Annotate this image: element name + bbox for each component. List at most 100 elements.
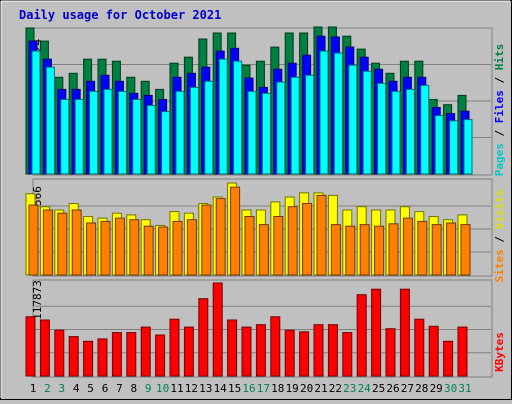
kbytes-bar bbox=[414, 318, 425, 377]
legend-separator: / bbox=[493, 123, 506, 143]
sites-bar bbox=[359, 224, 370, 276]
sites-bar bbox=[158, 226, 169, 276]
legend-visits-panel: Sites / Visits bbox=[493, 190, 506, 283]
x-axis-tick-label: 19 bbox=[286, 382, 299, 395]
pages-bar bbox=[333, 52, 343, 175]
svg-text:KBytes: KBytes bbox=[493, 332, 506, 372]
sites-bar bbox=[100, 220, 111, 276]
svg-text:Pages / Files / Hits: Pages / Files / Hits bbox=[493, 44, 506, 177]
x-axis-tick-label: 24 bbox=[358, 382, 372, 395]
kbytes-bar bbox=[68, 336, 79, 377]
x-axis-tick-label: 4 bbox=[73, 382, 80, 395]
legend-hits-panel: Pages / Files / Hits bbox=[493, 44, 506, 177]
x-axis-tick-label: 6 bbox=[102, 382, 109, 395]
svg-text:Sites / Visits: Sites / Visits bbox=[493, 190, 506, 283]
kbytes-bar bbox=[169, 318, 180, 377]
x-axis-tick-label: 16 bbox=[242, 382, 255, 395]
sites-bar bbox=[460, 224, 471, 276]
kbytes-bar bbox=[227, 319, 238, 377]
pages-bar bbox=[420, 84, 430, 175]
pages-bar bbox=[362, 70, 372, 175]
kbytes-bar bbox=[212, 282, 223, 377]
legend-sites: Sites bbox=[493, 249, 506, 282]
pages-bar bbox=[305, 74, 315, 175]
pages-bar bbox=[60, 99, 70, 175]
x-axis-tick-label: 18 bbox=[271, 382, 284, 395]
sites-bar bbox=[244, 216, 255, 276]
pages-bar bbox=[405, 88, 415, 175]
x-axis-tick-label: 26 bbox=[386, 382, 399, 395]
x-axis-tick-label: 12 bbox=[185, 382, 198, 395]
kbytes-bar bbox=[299, 331, 310, 377]
x-axis-tick-label: 22 bbox=[329, 382, 342, 395]
x-axis-tick-label: 31 bbox=[458, 382, 471, 395]
pages-bar bbox=[89, 90, 99, 175]
kbytes-bar bbox=[270, 316, 281, 377]
kbytes-bar bbox=[126, 332, 137, 377]
legend-separator: / bbox=[493, 70, 506, 90]
sites-bar bbox=[186, 219, 197, 276]
pages-bar bbox=[434, 115, 444, 175]
x-axis-tick-label: 15 bbox=[228, 382, 241, 395]
pages-bar bbox=[31, 50, 41, 175]
sites-bar bbox=[431, 224, 442, 276]
kbytes-bar bbox=[443, 340, 454, 377]
sites-bar bbox=[345, 225, 356, 276]
x-axis-tick-label: 17 bbox=[257, 382, 270, 395]
chart-marks bbox=[25, 26, 491, 377]
pages-bar bbox=[132, 99, 142, 175]
pages-bar bbox=[276, 81, 286, 175]
sites-bar bbox=[446, 222, 457, 276]
legend-files: Files bbox=[493, 90, 506, 123]
kbytes-bar bbox=[241, 326, 252, 377]
kbytes-bar bbox=[140, 326, 151, 377]
kbytes-bar bbox=[342, 332, 353, 377]
x-axis-tick-label: 2 bbox=[44, 382, 51, 395]
kbytes-bar bbox=[428, 325, 439, 377]
legend-visits: Visits bbox=[493, 190, 506, 230]
x-axis-tick-label: 10 bbox=[156, 382, 169, 395]
kbytes-bar bbox=[356, 294, 367, 377]
sites-bar bbox=[201, 204, 212, 276]
legend-hits: Hits bbox=[493, 44, 506, 71]
sites-bar bbox=[86, 222, 97, 276]
x-axis-labels: 1 2 3 4 5 6 7 8 9 10 11 12 13 14 15 16 17 18 19 20 21 22 23 24 2… bbox=[30, 382, 472, 395]
kbytes-bar bbox=[371, 288, 382, 377]
sites-bar bbox=[402, 217, 413, 276]
x-axis-tick-label: 20 bbox=[300, 382, 313, 395]
x-axis-tick-label: 21 bbox=[314, 382, 327, 395]
sites-bar bbox=[302, 203, 313, 276]
sites-bar bbox=[71, 209, 82, 276]
x-axis-tick-label: 14 bbox=[214, 382, 228, 395]
x-axis-tick-label: 29 bbox=[430, 382, 443, 395]
pages-bar bbox=[161, 111, 171, 175]
sites-bar bbox=[316, 194, 327, 276]
pages-bar bbox=[391, 90, 401, 175]
pages-bar bbox=[103, 88, 113, 175]
kbytes-bar bbox=[284, 329, 295, 377]
sites-bar bbox=[114, 217, 125, 276]
kbytes-bar bbox=[155, 334, 166, 377]
x-axis-tick-label: 28 bbox=[415, 382, 428, 395]
kbytes-bar bbox=[399, 288, 410, 377]
kbytes-bar bbox=[327, 324, 338, 377]
pages-bar bbox=[290, 76, 300, 175]
kbytes-ymax-label: 117873 bbox=[31, 280, 44, 320]
x-axis-tick-label: 7 bbox=[116, 382, 123, 395]
sites-bar bbox=[258, 224, 269, 276]
kbytes-bar bbox=[385, 328, 396, 377]
pages-bar bbox=[233, 60, 243, 175]
kbytes-bar bbox=[97, 338, 108, 377]
x-axis-tick-label: 30 bbox=[444, 382, 457, 395]
pages-bar bbox=[247, 90, 257, 175]
sites-bar bbox=[28, 204, 39, 276]
sites-bar bbox=[287, 206, 298, 276]
pages-bar bbox=[189, 86, 199, 175]
sites-bar bbox=[374, 225, 385, 276]
sites-bar bbox=[388, 223, 399, 276]
x-axis-tick-label: 1 bbox=[30, 382, 37, 395]
kbytes-bar bbox=[111, 332, 122, 377]
pages-bar bbox=[348, 64, 358, 175]
kbytes-bar bbox=[183, 326, 194, 377]
